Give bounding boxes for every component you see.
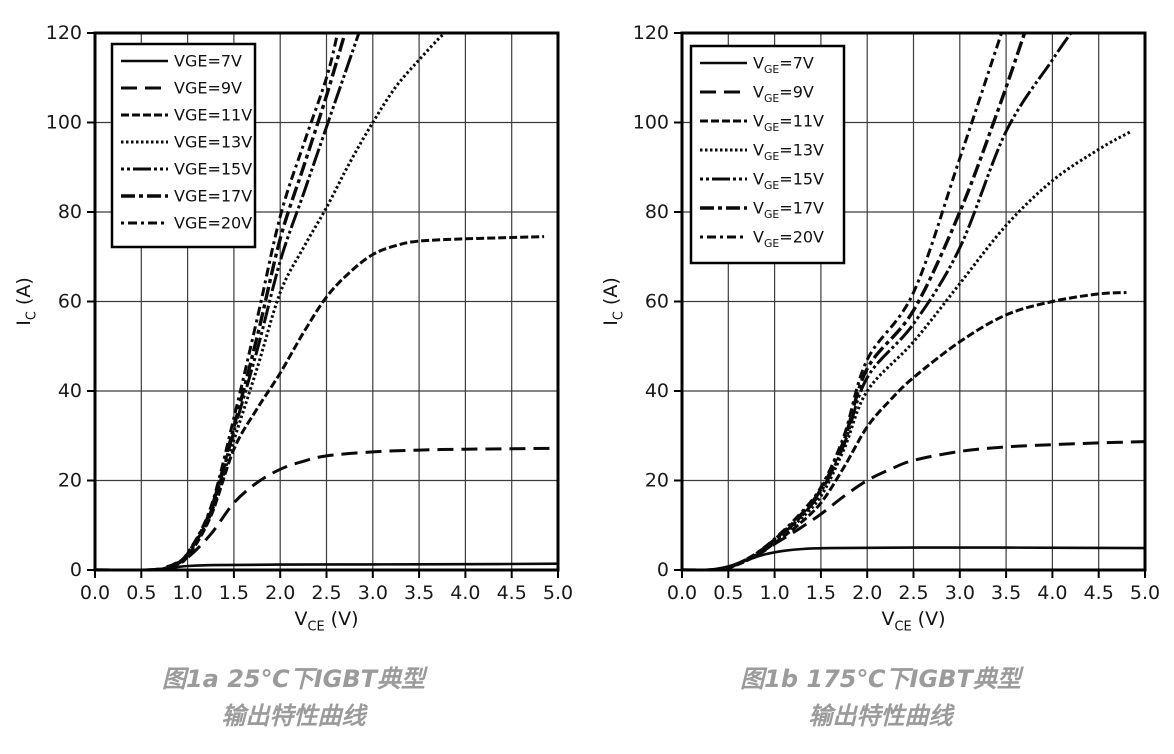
svg-text:VGE=15V: VGE=15V [753, 170, 824, 193]
svg-text:VGE=7V: VGE=7V [174, 52, 242, 71]
svg-text:0.0: 0.0 [80, 582, 110, 604]
svg-text:VGE=20V: VGE=20V [753, 228, 824, 251]
svg-text:IC (A): IC (A) [13, 277, 39, 326]
svg-text:IC (A): IC (A) [600, 277, 626, 326]
svg-text:VGE=17V: VGE=17V [753, 199, 824, 222]
svg-text:3.5: 3.5 [991, 582, 1021, 604]
svg-text:1.0: 1.0 [172, 582, 202, 604]
svg-text:0.5: 0.5 [713, 582, 743, 604]
svg-text:100: 100 [633, 112, 669, 134]
svg-text:4.5: 4.5 [497, 582, 527, 604]
caption-25c-line2: 输出特性曲线 [221, 702, 366, 730]
svg-text:0: 0 [657, 559, 669, 581]
caption-175c-line2: 输出特性曲线 [808, 702, 953, 730]
svg-text:100: 100 [46, 112, 82, 134]
svg-text:VGE=15V: VGE=15V [174, 160, 252, 179]
svg-text:0.0: 0.0 [667, 582, 697, 604]
svg-text:1.0: 1.0 [759, 582, 789, 604]
igbt-output-chart-25c: 0.0 0.5 1.0 1.5 2.0 2.5 3.0 3.5 4.0 4.5 5.0 0 20 40 60… [13, 22, 573, 634]
svg-text:120: 120 [633, 22, 669, 44]
svg-text:VGE=13V: VGE=13V [753, 141, 824, 164]
svg-text:4.0: 4.0 [450, 582, 480, 604]
caption-175c-line1: 图1b 175℃下IGBT典型 [740, 665, 1021, 693]
svg-text:40: 40 [58, 380, 82, 402]
svg-text:0.5: 0.5 [126, 582, 156, 604]
svg-text:60: 60 [645, 291, 669, 313]
svg-text:3.5: 3.5 [404, 582, 434, 604]
svg-text:4.0: 4.0 [1037, 582, 1067, 604]
svg-text:5.0: 5.0 [543, 582, 573, 604]
svg-text:20: 20 [645, 470, 669, 492]
caption-175c: 图1b 175℃下IGBT典型 输出特性曲线 [740, 661, 1021, 735]
svg-text:3.0: 3.0 [945, 582, 975, 604]
svg-text:VGE=13V: VGE=13V [174, 133, 252, 152]
svg-text:1.5: 1.5 [806, 582, 836, 604]
svg-text:2.5: 2.5 [898, 582, 928, 604]
svg-text:4.5: 4.5 [1084, 582, 1114, 604]
svg-text:120: 120 [46, 22, 82, 44]
svg-text:2.0: 2.0 [265, 582, 295, 604]
svg-text:1.5: 1.5 [219, 582, 249, 604]
svg-text:VGE=9V: VGE=9V [174, 79, 242, 98]
svg-text:0: 0 [70, 559, 82, 581]
chart-panel-175c: 0.0 0.5 1.0 1.5 2.0 2.5 3.0 3.5 4.0 4.5 5.0 0 20 40 60… [587, 0, 1174, 754]
svg-text:VGE=9V: VGE=9V [753, 83, 814, 106]
caption-25c: 图1a 25℃下IGBT典型 输出特性曲线 [162, 661, 425, 735]
svg-text:3.0: 3.0 [358, 582, 388, 604]
svg-text:VGE=20V: VGE=20V [174, 214, 252, 233]
svg-text:VGE=17V: VGE=17V [174, 187, 252, 206]
svg-text:2.0: 2.0 [852, 582, 882, 604]
svg-text:5.0: 5.0 [1130, 582, 1160, 604]
svg-text:VGE=11V: VGE=11V [753, 112, 824, 135]
svg-text:20: 20 [58, 470, 82, 492]
svg-text:80: 80 [645, 201, 669, 223]
svg-text:80: 80 [58, 201, 82, 223]
igbt-output-chart-175c: 0.0 0.5 1.0 1.5 2.0 2.5 3.0 3.5 4.0 4.5 5.0 0 20 40 60… [600, 22, 1160, 634]
svg-text:2.5: 2.5 [311, 582, 341, 604]
svg-text:VCE (V): VCE (V) [294, 608, 358, 634]
svg-text:40: 40 [645, 380, 669, 402]
svg-text:VGE=7V: VGE=7V [753, 54, 814, 77]
svg-text:VGE=11V: VGE=11V [174, 106, 252, 125]
svg-text:60: 60 [58, 291, 82, 313]
caption-25c-line1: 图1a 25℃下IGBT典型 [161, 665, 425, 693]
chart-panel-25c: 0.0 0.5 1.0 1.5 2.0 2.5 3.0 3.5 4.0 4.5 5.0 0 20 40 60… [13, 22, 573, 735]
svg-text:VCE (V): VCE (V) [881, 608, 945, 634]
